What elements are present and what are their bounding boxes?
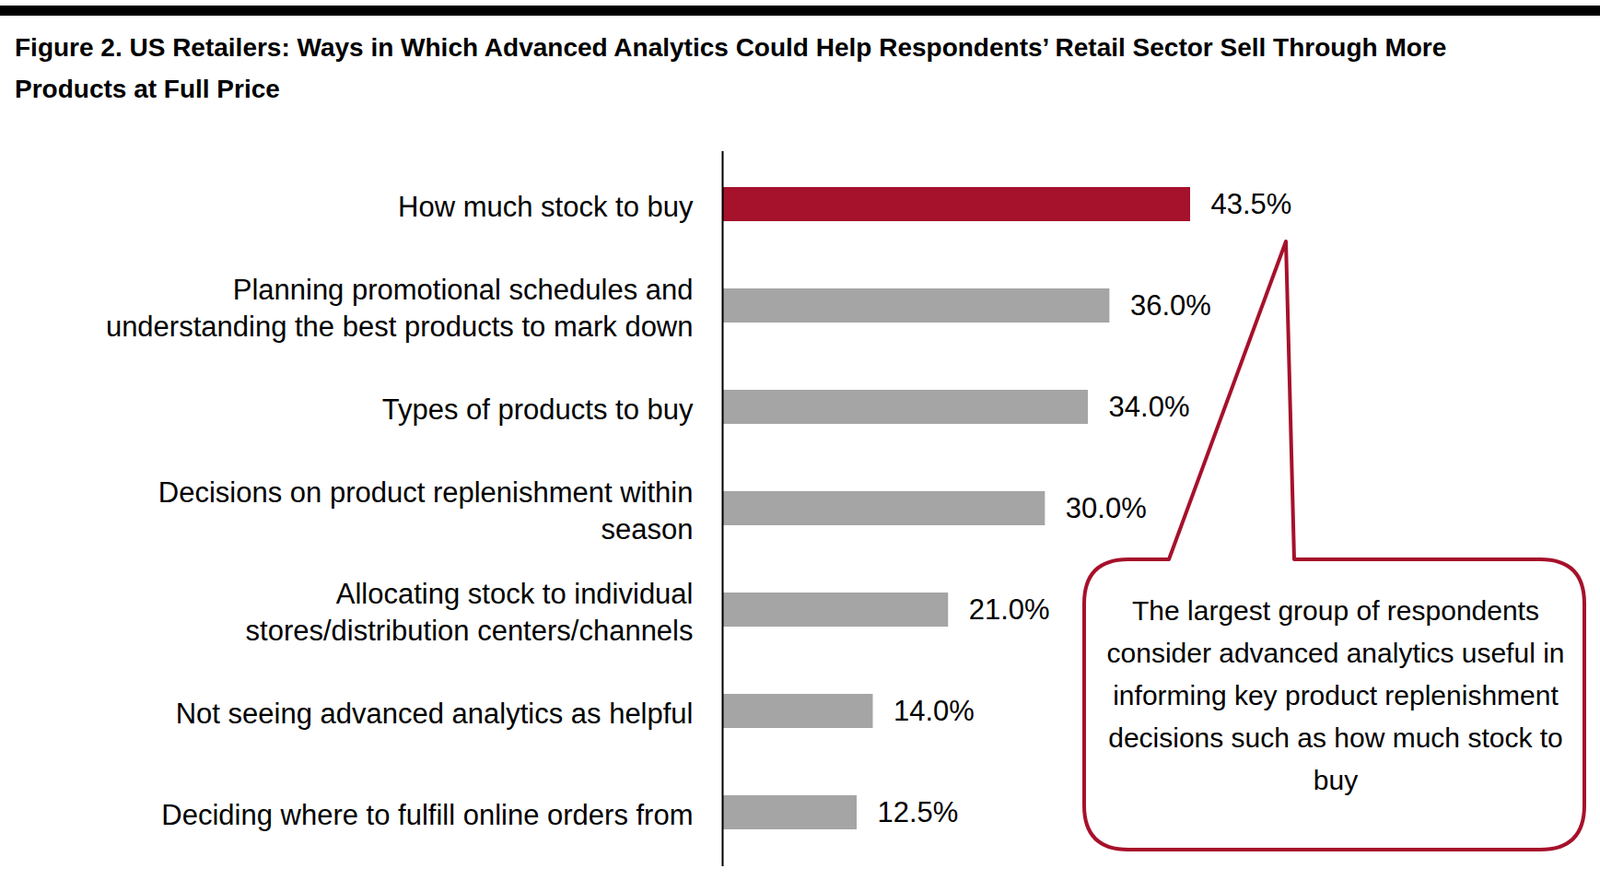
svg-text:36.0%: 36.0% [1130,289,1212,322]
svg-text:12.5%: 12.5% [876,795,958,829]
svg-text:14.0%: 14.0% [893,694,975,727]
svg-text:Planning promotional schedules: Planning promotional schedules andunders… [105,273,694,343]
svg-text:Not seeing advanced analytics: Not seeing advanced analytics as helpful [175,697,694,730]
html-text:The largest group of responden: The largest group of respondents conside… [1106,595,1565,795]
svg-text:How much stock to buy: How much stock to buy [397,190,694,223]
svg-text:30.0%: 30.0% [1065,491,1147,525]
svg-text:Allocating stock to individual: Allocating stock to individualstores/dis… [245,577,694,647]
svg-text:Decisions on product replenish: Decisions on product replenishment withi… [158,476,694,546]
html-text:Figure 2. US Retailers: Ways i: Figure 2. US Retailers: Ways in Which Ad… [14,33,1447,103]
svg-text:43.5%: 43.5% [1211,187,1293,221]
svg-text:Deciding where to fulfill onli: Deciding where to fulfill online orders … [161,798,693,831]
svg-text:21.0%: 21.0% [969,593,1051,626]
svg-text:34.0%: 34.0% [1109,390,1191,423]
svg-text:Types of products to buy: Types of products to buy [382,393,694,426]
